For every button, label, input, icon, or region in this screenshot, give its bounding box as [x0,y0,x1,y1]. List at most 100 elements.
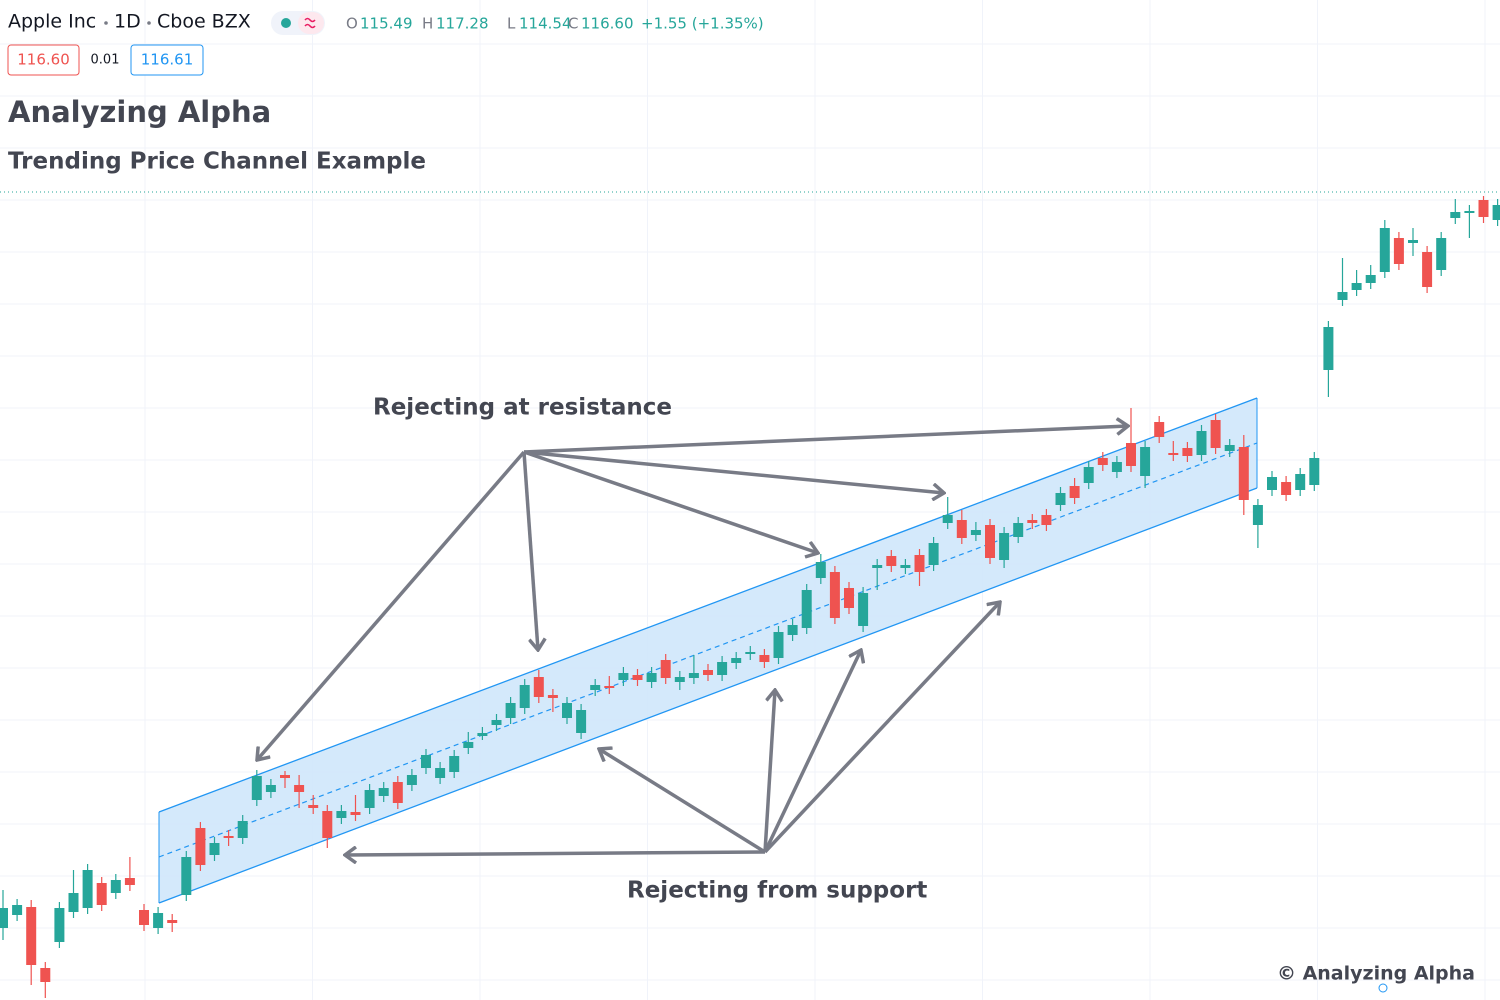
candle-body [1450,212,1461,218]
candle-body [124,878,135,885]
watermark: © Analyzing Alpha [1277,963,1475,985]
delay-badge [298,12,324,34]
candle-body [547,695,558,698]
candle-body [745,652,756,654]
spread: 0.01 [91,53,120,68]
candle-body [646,673,657,682]
candle-body [1224,445,1235,451]
candle-body [477,733,488,736]
arrow [523,426,1128,454]
candle-body [1422,252,1433,287]
candle-body [1182,448,1193,456]
candle-body [251,776,262,800]
candle-body [604,686,615,688]
candle-body [449,756,460,772]
candle-body [1379,228,1390,272]
candle-body [970,530,981,535]
candle-body [562,703,572,718]
candle-body [153,913,164,928]
candle-body [773,632,784,658]
arrow [763,690,775,853]
annotation: Rejecting from support [627,878,927,904]
candle-body [237,821,248,838]
candle-body [618,673,629,680]
candle-body [280,775,290,778]
candle-body [1013,523,1024,537]
candle-body [40,968,51,982]
separator [104,21,108,25]
candle-body [1365,275,1376,283]
candle-body [68,893,79,912]
candle-body [54,908,65,942]
ask-box[interactable] [130,44,204,76]
annotation: Rejecting at resistance [373,395,672,421]
candle-body [421,755,431,768]
candle-body [731,658,742,663]
candle-body [1041,515,1052,525]
candle-body [336,811,347,818]
candle-body [181,857,192,895]
header: Apple Inc 1D Cboe BZX O 115.49 H 117.28 … [7,11,764,76]
candle-body [942,515,953,523]
candle-body [167,920,178,923]
delay-icon [304,17,316,29]
candle-body [322,811,333,838]
candle-body [1111,462,1122,472]
candle-body [688,673,699,678]
candle-body [1267,477,1277,490]
candle-body [956,520,967,538]
open-label: O [346,15,358,33]
candle-body [1238,447,1249,500]
candle-body [1097,458,1108,465]
arrow [522,451,538,650]
candle-body [519,685,530,708]
channel-mid [158,442,1258,858]
ask: 116.61 [141,51,194,69]
candle-body [1478,200,1489,217]
arrow [523,450,944,493]
candle-body [1252,505,1263,525]
low-label: L [507,15,516,33]
candle-body [1492,205,1500,220]
candle-body [1140,447,1151,476]
bid-box[interactable] [7,44,80,76]
channel-upper [158,397,1258,813]
candle-body [505,703,516,718]
candle-body [223,836,234,838]
candle-body [1055,493,1066,505]
candle-body [703,670,713,675]
candle-body [1436,238,1447,270]
candle-body [914,555,925,572]
close-value: 116.60 [581,15,634,33]
bid: 116.60 [17,51,70,69]
chart-subtitle: Trending Price Channel Example [8,149,426,175]
arrow [523,450,818,553]
arrow [599,749,766,854]
candle-body [674,677,685,682]
candle-body [350,812,361,815]
candle-body [590,685,601,690]
exchange[interactable]: Cboe BZX [157,11,251,33]
candle-body [491,720,502,725]
candle-body [886,556,897,566]
symbol[interactable]: Apple Inc [8,11,96,33]
candle-body [1408,240,1418,243]
candle-body [265,785,276,792]
candle-body [1069,486,1080,498]
candle-body [632,675,643,680]
candle-body [1281,482,1292,495]
candle-body [110,880,121,893]
candles [0,196,1500,998]
arrow [257,450,526,760]
candle-body [1323,327,1334,370]
channel-lower [158,487,1258,904]
chart-title: Analyzing Alpha [8,95,271,129]
candle-body [406,775,417,785]
high-value: 117.28 [436,15,489,33]
candle-body [1337,292,1348,300]
candle-body [1083,467,1094,483]
candle-body [26,907,37,965]
interval[interactable]: 1D [114,11,141,33]
candle-body [985,525,995,558]
